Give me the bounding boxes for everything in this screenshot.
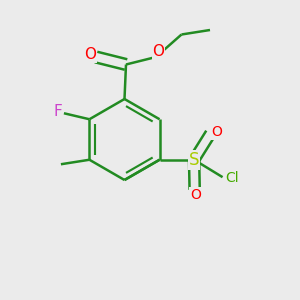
Text: O: O	[212, 125, 223, 139]
Text: O: O	[190, 188, 201, 202]
Text: O: O	[152, 44, 164, 59]
Text: F: F	[54, 104, 62, 119]
Text: Cl: Cl	[225, 171, 238, 185]
Text: S: S	[189, 151, 199, 169]
Text: O: O	[85, 47, 97, 62]
